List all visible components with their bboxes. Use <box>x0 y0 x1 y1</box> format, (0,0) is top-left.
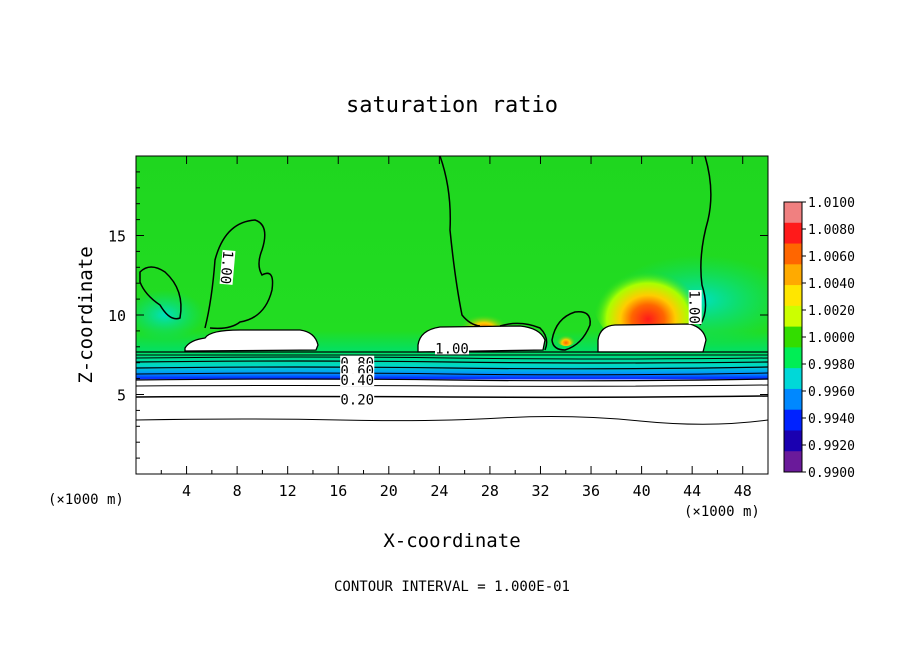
contour-labels: 1.001.001.000.800.600.400.20 <box>217 250 702 408</box>
x-tick-label: 32 <box>531 482 549 500</box>
contour-label-text: 1.00 <box>686 290 702 324</box>
y-tick-label: 15 <box>108 228 126 246</box>
contour-line-e <box>136 372 768 376</box>
contour-line-g <box>136 416 768 425</box>
contour-line-f <box>136 384 768 387</box>
contour-1.00-left-tall <box>204 219 274 330</box>
contour-line-c <box>136 356 768 360</box>
contour-1.00-mid-lower <box>499 322 548 351</box>
x-unit-label-right: (×1000 m) <box>684 504 760 520</box>
contour-label-text: 1.00 <box>435 341 469 357</box>
colorbar-swatch <box>784 305 802 328</box>
supersaturation-34km <box>556 330 576 346</box>
colorbar-swatch <box>784 202 802 224</box>
x-tick-label: 44 <box>683 482 701 500</box>
contour-line-0.20 <box>136 395 768 399</box>
contour-label-bg <box>688 290 702 325</box>
contour-label-text: 1.00 <box>217 250 236 285</box>
colorbar-swatch <box>784 451 802 473</box>
plot-area <box>136 156 768 474</box>
contour-label: 1.00 <box>435 341 469 357</box>
cyan-region-left <box>136 290 205 340</box>
colorbar-label: 1.0020 <box>808 304 855 319</box>
x-tick-label: 28 <box>481 482 499 500</box>
contour-label-text: 0.20 <box>340 392 374 408</box>
contour-bands <box>136 351 768 425</box>
contour-label: 0.40 <box>340 373 375 389</box>
contour-label-bg <box>435 341 469 355</box>
contour-label: 0.20 <box>340 392 375 408</box>
colorbar: 1.0100 1.0080 1.0060 1.0040 1.0020 1.0000 0.99… <box>783 196 855 481</box>
y-tick-label: 10 <box>108 307 126 325</box>
y-tick-label: 5 <box>117 387 126 405</box>
contour-label-bg <box>340 392 375 406</box>
colorbar-swatch <box>784 285 802 307</box>
contour-label-bg <box>219 249 236 285</box>
y-axis-label: Z-coordinate <box>75 246 97 383</box>
x-tick-label: 20 <box>380 482 398 500</box>
y-axis: 5 10 15 <box>108 171 768 459</box>
contour-label: 1.00 <box>686 290 702 325</box>
colorbar-label: 0.9940 <box>808 412 855 427</box>
x-tick-label: 16 <box>329 482 347 500</box>
x-tick-label: 12 <box>279 482 297 500</box>
x-tick-label: 8 <box>233 482 242 500</box>
contour-1.00-right-vertical <box>699 156 712 326</box>
colorbar-swatch <box>784 264 802 286</box>
colorbar-label: 0.9920 <box>808 439 855 454</box>
cloud-region-3 <box>597 323 707 353</box>
colorbar-swatch <box>784 430 802 452</box>
x-tick-label: 48 <box>734 482 752 500</box>
contour-label-bg <box>340 373 375 387</box>
chart-title: saturation ratio <box>346 93 558 118</box>
contour-lines <box>139 156 712 351</box>
x-unit-label-left: (×1000 m) <box>48 492 124 508</box>
colorbar-label: 1.0000 <box>808 331 855 346</box>
colorbar-swatch <box>784 368 802 390</box>
colorbar-label: 1.0060 <box>808 250 855 265</box>
contour-1.00-small-loop <box>551 311 591 351</box>
contour-line-0.80 <box>136 360 768 364</box>
colorbar-swatch <box>784 222 802 245</box>
colorbar-label: 1.0100 <box>808 196 855 211</box>
x-axis: 4 8 12 16 20 24 28 32 36 40 44 48 <box>160 156 752 500</box>
contour-line-0.40 <box>136 378 768 382</box>
x-tick-label: 4 <box>182 482 191 500</box>
colorbar-swatch <box>784 326 802 348</box>
colorbar-label: 0.9980 <box>808 358 855 373</box>
colorbar-label: 1.0080 <box>808 223 855 238</box>
contour-line-0.60 <box>136 366 768 370</box>
colorbar-label: 1.0040 <box>808 277 855 292</box>
contour-1.00-mid-vertical <box>439 156 481 327</box>
contour-1.00-left-blob <box>139 266 182 320</box>
x-tick-label: 24 <box>430 482 448 500</box>
x-tick-label: 40 <box>633 482 651 500</box>
contour-label-text: 0.40 <box>340 373 374 389</box>
x-axis-label: X-coordinate <box>383 530 520 552</box>
colorbar-swatch <box>784 243 802 265</box>
cloud-region-1 <box>184 329 319 352</box>
colorbar-label: 0.9960 <box>808 385 855 400</box>
colorbar-swatch <box>784 409 802 431</box>
colorbar-swatch <box>784 388 802 411</box>
contour-interval-note: CONTOUR INTERVAL = 1.000E-01 <box>334 579 570 595</box>
colorbar-label: 0.9900 <box>808 466 855 481</box>
x-tick-label: 36 <box>582 482 600 500</box>
colorbar-swatch <box>784 347 802 369</box>
contour-label: 1.00 <box>217 250 236 285</box>
